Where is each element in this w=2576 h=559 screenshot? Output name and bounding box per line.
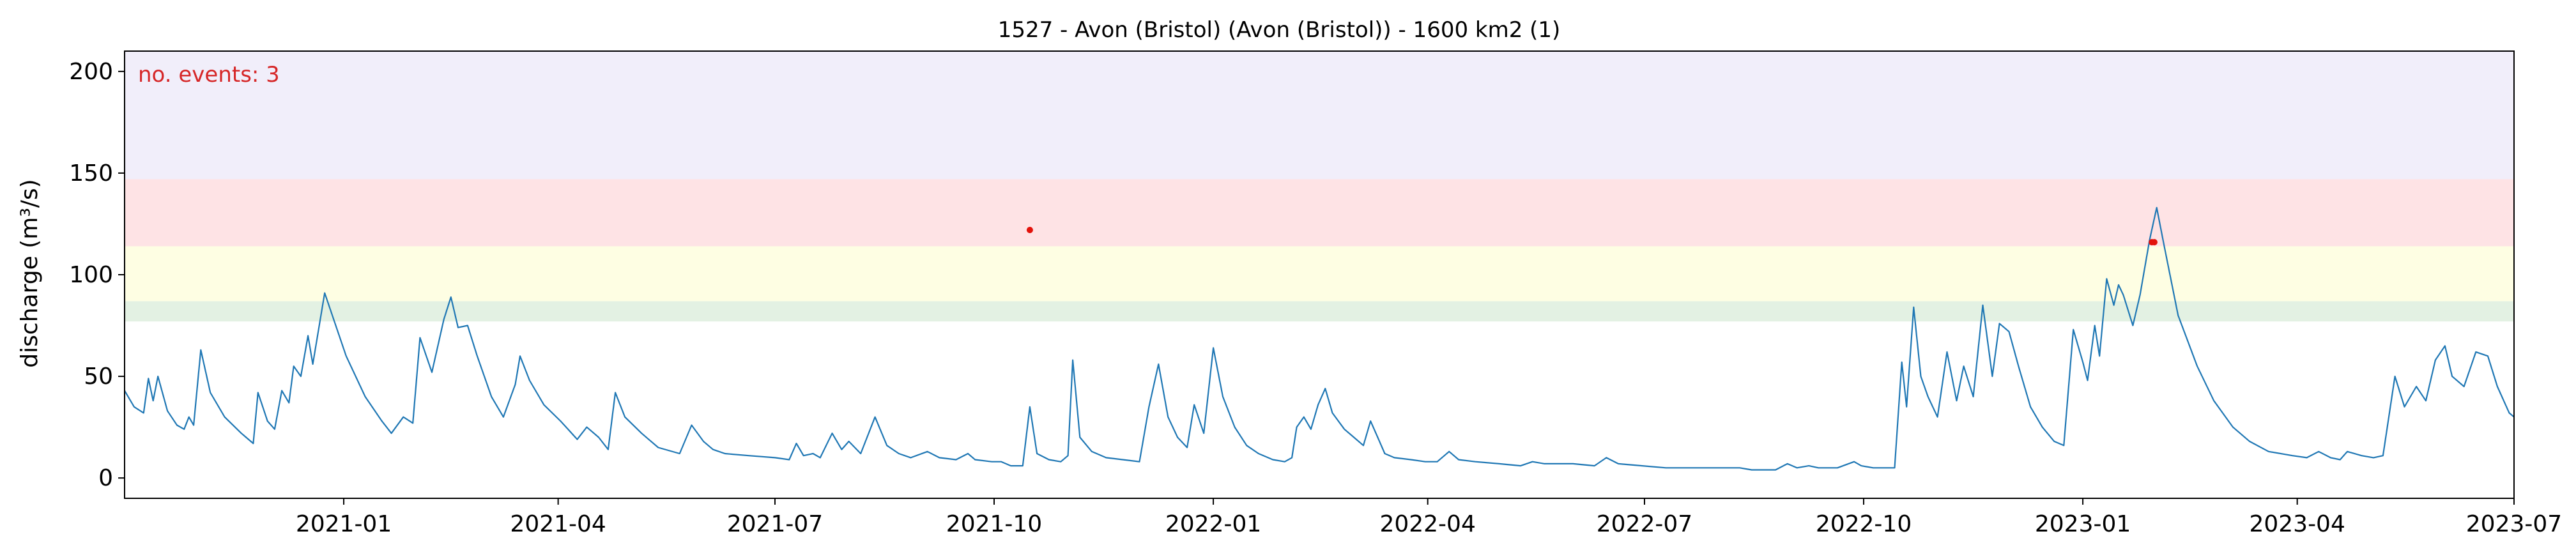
event-marker-0 [1026, 227, 1033, 233]
event-marker-2 [2150, 239, 2158, 246]
x-tick-label-10: 2023-07 [2466, 511, 2562, 537]
threshold-band-3 [125, 51, 2514, 180]
x-tick-label-7: 2022-10 [1816, 511, 1912, 537]
chart-title: 1527 - Avon (Bristol) (Avon (Bristol)) -… [998, 17, 1561, 43]
x-tick-label-3: 2021-10 [946, 511, 1042, 537]
event-markers [1026, 227, 2158, 246]
event-count-annotation: no. events: 3 [138, 62, 280, 88]
threshold-band-0 [125, 301, 2514, 322]
y-tick-label-2: 100 [69, 262, 113, 288]
x-tick-label-0: 2021-01 [296, 511, 392, 537]
x-axis: 2021-01 2021-04 2021-07 2021-10 2022-01 2022-… [296, 498, 2562, 537]
x-tick-label-9: 2023-04 [2249, 511, 2345, 537]
threshold-band-2 [125, 179, 2514, 247]
x-tick-label-8: 2023-01 [2035, 511, 2131, 537]
x-tick-label-5: 2022-04 [1379, 511, 1475, 537]
y-tick-label-0: 0 [98, 465, 113, 491]
x-tick-label-4: 2022-01 [1165, 511, 1261, 537]
y-tick-label-4: 200 [69, 59, 113, 85]
x-tick-label-1: 2021-04 [510, 511, 606, 537]
y-tick-label-3: 150 [69, 160, 113, 187]
y-axis: 0 50 100 150 200 [69, 59, 125, 491]
threshold-bands [125, 51, 2514, 322]
discharge-line-0 [124, 206, 2515, 471]
y-axis-label: discharge (m³/s) [17, 179, 43, 367]
x-tick-label-6: 2022-07 [1597, 511, 1692, 537]
x-tick-label-2: 2021-07 [727, 511, 823, 537]
y-tick-label-1: 50 [84, 364, 113, 390]
discharge-series [124, 206, 2515, 471]
threshold-band-1 [125, 246, 2514, 302]
